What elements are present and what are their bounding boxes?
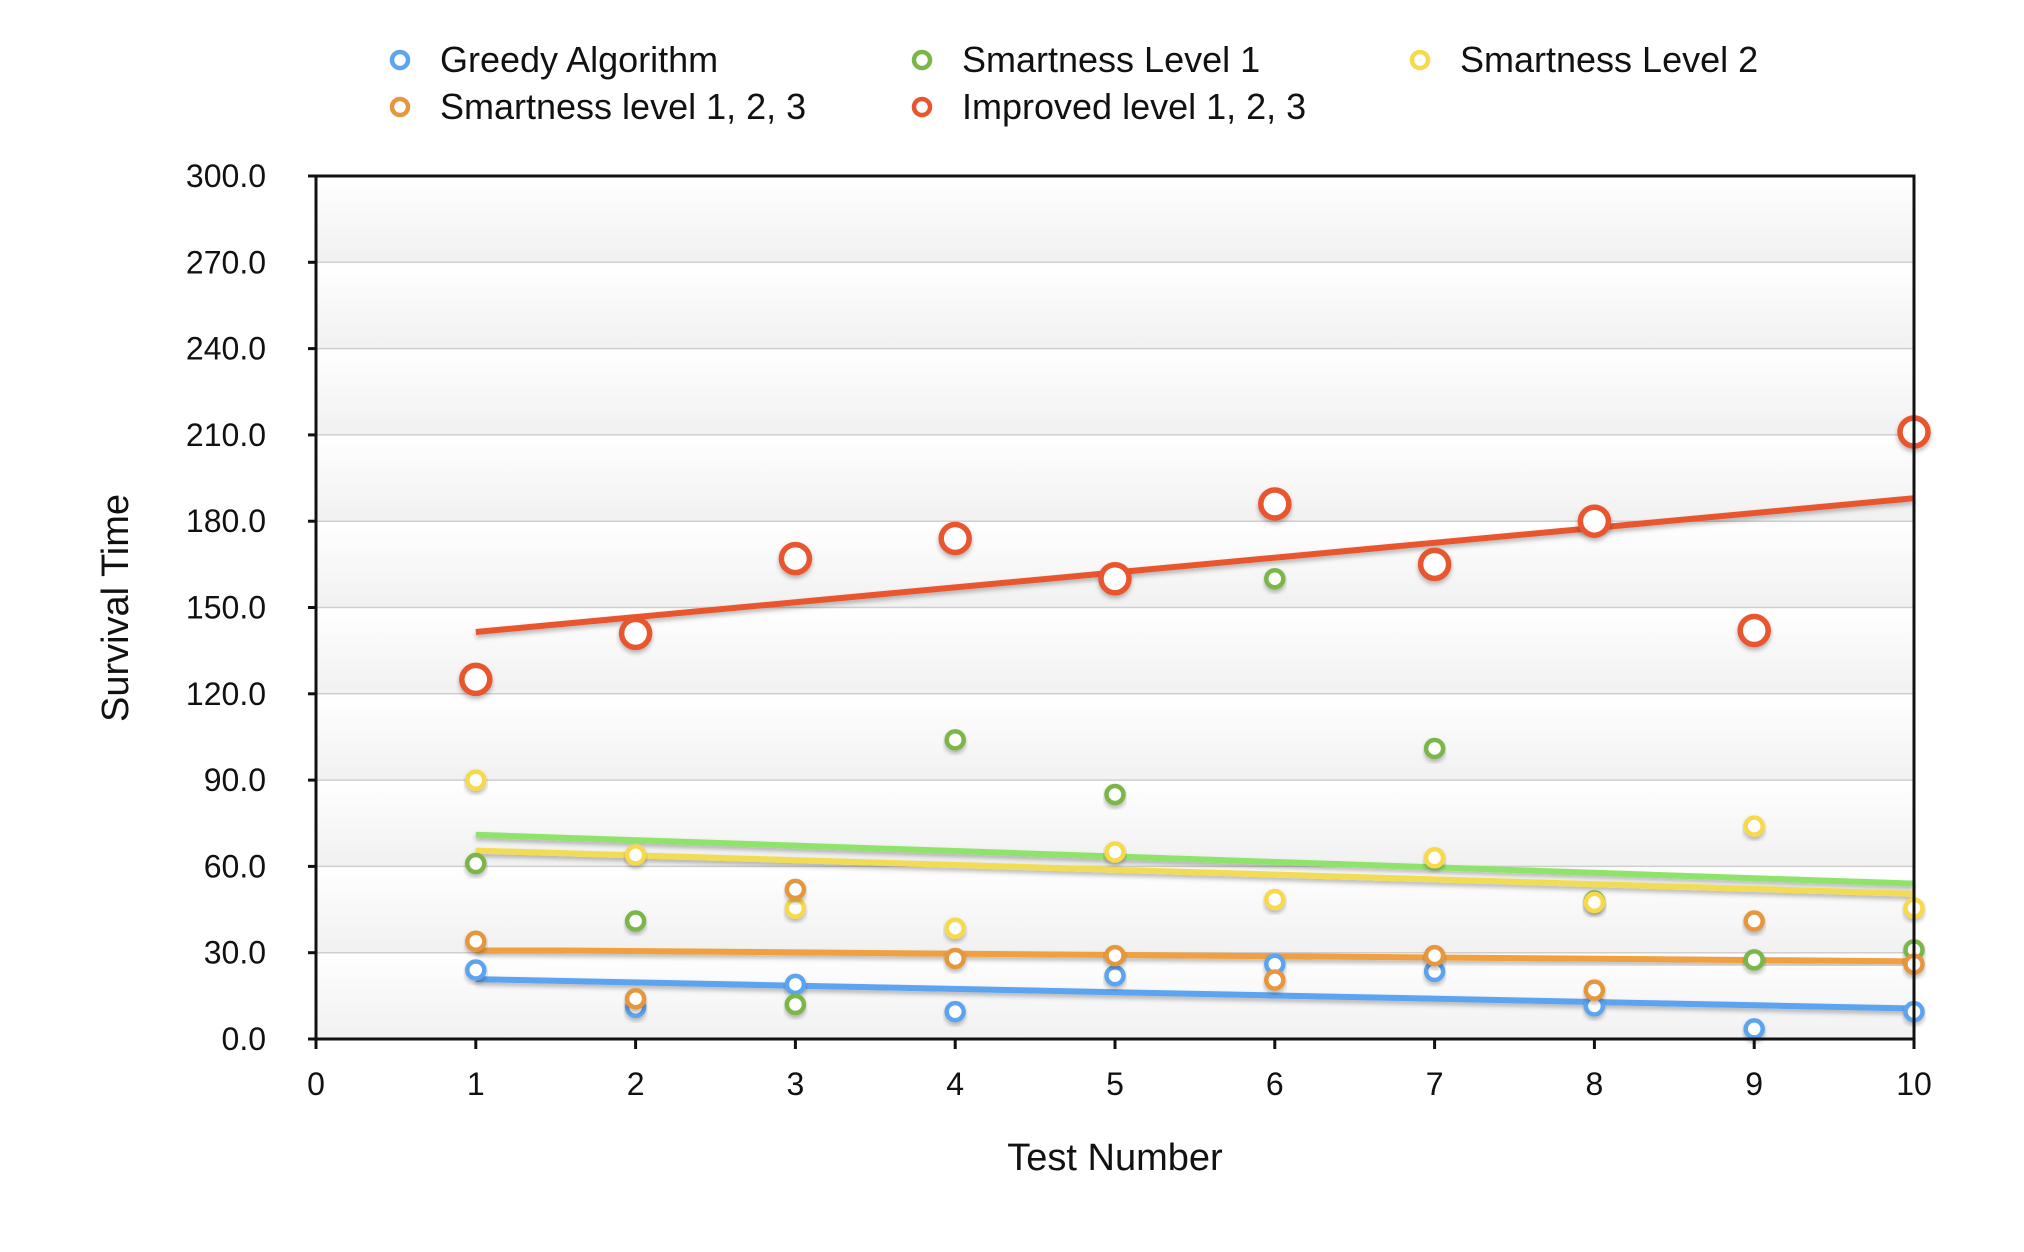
point-improved-level-1-2-3 (1737, 613, 1771, 648)
point-smartness-level-1-2-3 (624, 987, 647, 1010)
x-tick-label: 1 (467, 1066, 485, 1102)
plot-band (316, 176, 1914, 263)
point-smartness-level-2 (465, 769, 487, 791)
x-tick-label: 2 (627, 1066, 645, 1102)
y-tick-label: 90.0 (204, 762, 266, 798)
y-tick-label: 180.0 (186, 503, 266, 539)
x-tick-label: 7 (1426, 1066, 1444, 1102)
plot-background (316, 176, 1914, 1039)
point-smartness-level-1-2-3 (1583, 979, 1606, 1001)
point-smartness-level-1-2-3 (465, 930, 487, 952)
y-axis-title: Survival Time (95, 494, 137, 722)
plot-band (316, 693, 1914, 781)
legend-label-greedy-algorithm: Greedy Algorithm (440, 39, 718, 80)
point-smartness-level-1 (624, 910, 647, 932)
point-smartness-level-1 (1423, 737, 1446, 760)
trendline-greedy-algorithm (475, 976, 1915, 1012)
legend-marker-smartness-level-1 (911, 49, 933, 71)
y-tick-label: 30.0 (204, 935, 266, 971)
x-tick-label: 3 (787, 1066, 805, 1102)
data-points (459, 415, 1931, 1040)
point-smartness-level-1 (1743, 949, 1765, 971)
point-greedy-algorithm (465, 959, 487, 981)
point-smartness-level-1-2-3 (1264, 969, 1286, 991)
point-improved-level-1-2-3 (459, 662, 493, 697)
x-tick-label: 4 (946, 1066, 964, 1102)
trendline-smartness-level-2 (475, 847, 1915, 897)
y-tick-label: 120.0 (186, 676, 266, 712)
point-smartness-level-1-2-3 (1104, 944, 1126, 967)
legend-marker-greedy-algorithm (389, 49, 411, 71)
point-smartness-level-2 (1743, 815, 1765, 837)
x-tick-label: 8 (1586, 1066, 1604, 1102)
x-tick-label: 6 (1266, 1066, 1284, 1102)
y-tick-label: 300.0 (186, 158, 266, 194)
point-smartness-level-2 (1104, 841, 1126, 863)
plot-band (316, 607, 1914, 694)
legend-label-smartness-level-1: Smartness Level 1 (962, 39, 1260, 80)
legend: Greedy Algorithm Smartness Level 1 Smartne… (389, 39, 1758, 127)
legend-label-smartness-level-1-2-3: Smartness level 1, 2, 3 (440, 86, 806, 127)
point-smartness-level-1 (465, 852, 487, 875)
trend-lines (475, 495, 1915, 1012)
legend-label-smartness-level-2: Smartness Level 2 (1460, 39, 1758, 80)
point-greedy-algorithm (1743, 1018, 1765, 1040)
plot-band (316, 262, 1914, 349)
y-tick-label: 240.0 (186, 331, 266, 367)
y-tick-label: 270.0 (186, 244, 266, 280)
plot-band (316, 866, 1914, 953)
trendline-smartness-level-1-2-3 (475, 946, 1915, 965)
x-tick-label: 5 (1106, 1066, 1124, 1102)
point-smartness-level-2 (624, 844, 647, 866)
point-smartness-level-2 (1583, 891, 1606, 914)
point-smartness-level-2 (1423, 847, 1446, 869)
legend-marker-smartness-level-2 (1409, 49, 1431, 71)
point-smartness-level-1-2-3 (1423, 944, 1446, 967)
point-greedy-algorithm (1104, 964, 1126, 987)
point-smartness-level-2 (944, 917, 966, 939)
point-smartness-level-1 (944, 729, 966, 751)
point-improved-level-1-2-3 (1098, 561, 1132, 596)
x-tick-label: 9 (1745, 1066, 1763, 1102)
legend-marker-improved-level-1-2-3 (911, 96, 933, 118)
point-improved-level-1-2-3 (1258, 487, 1292, 521)
legend-marker-smartness-level-1-2-3 (389, 96, 411, 118)
point-improved-level-1-2-3 (1577, 504, 1612, 538)
plot-band (316, 348, 1914, 435)
point-improved-level-1-2-3 (618, 616, 653, 651)
point-improved-level-1-2-3 (1417, 547, 1452, 582)
x-tick-label: 10 (1896, 1066, 1932, 1102)
point-smartness-level-1-2-3 (784, 878, 807, 901)
point-greedy-algorithm (944, 1000, 966, 1023)
x-axis-ticks: 0 1 2 3 4 5 6 7 8 9 10 (307, 1039, 1932, 1102)
point-smartness-level-1 (1264, 567, 1286, 590)
point-greedy-algorithm (784, 973, 807, 996)
point-smartness-level-1 (784, 993, 807, 1016)
y-tick-label: 210.0 (186, 417, 266, 453)
point-improved-level-1-2-3 (778, 541, 813, 576)
point-smartness-level-1-2-3 (944, 947, 966, 970)
legend-label-improved-level-1-2-3: Improved level 1, 2, 3 (962, 86, 1306, 127)
y-tick-label: 150.0 (186, 590, 266, 626)
point-smartness-level-1-2-3 (1743, 910, 1765, 932)
y-axis-ticks: 0.0 30.0 60.0 90.0 120.0 150.0 180.0 210.0 240.0… (186, 158, 316, 1057)
x-tick-label: 0 (307, 1066, 325, 1102)
trendline-smartness-level-1 (475, 831, 1915, 887)
point-smartness-level-1 (1104, 783, 1126, 806)
y-tick-label: 0.0 (222, 1021, 266, 1057)
y-tick-label: 60.0 (204, 848, 266, 884)
plot-band (316, 434, 1914, 522)
point-improved-level-1-2-3 (938, 521, 972, 556)
point-smartness-level-2 (1264, 888, 1286, 911)
trendline-improved-level-1-2-3 (475, 495, 1915, 635)
point-smartness-level-2 (784, 897, 807, 919)
x-axis-title: Test Number (1007, 1137, 1223, 1179)
